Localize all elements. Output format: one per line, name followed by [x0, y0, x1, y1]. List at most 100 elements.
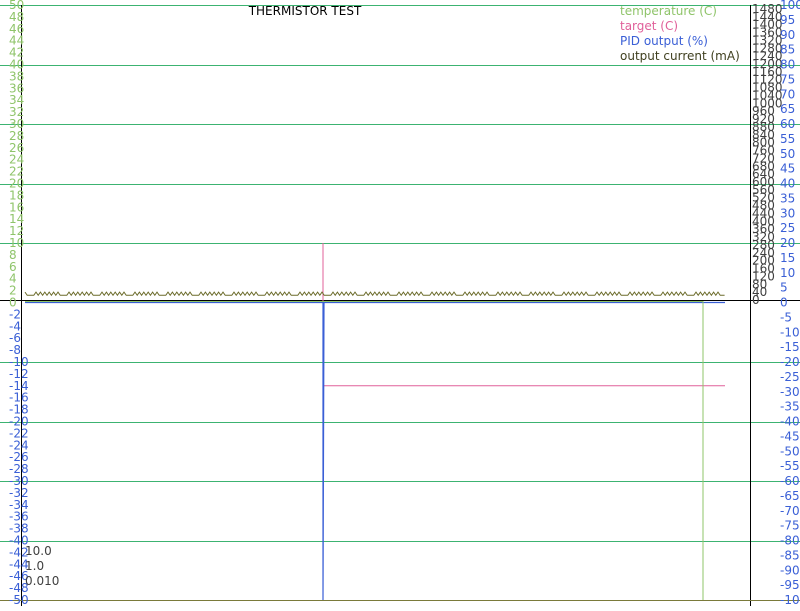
pid-tick-60: 60	[780, 117, 795, 131]
left-tick-24: 24	[9, 153, 24, 167]
left-tick--28: -28	[9, 462, 29, 476]
pid-tick-40: 40	[780, 177, 795, 191]
left-tick-40: 40	[9, 58, 24, 72]
current-tick-760: 760	[752, 144, 775, 158]
left-tick-0: 0	[9, 296, 17, 310]
left-tick--48: -48	[9, 581, 29, 595]
current-tick-120: 120	[752, 269, 775, 283]
pid-tick--20: -20	[780, 355, 800, 369]
left-tick--34: -34	[9, 498, 29, 512]
current-tick-320: 320	[752, 230, 775, 244]
current-tick-1280: 1280	[752, 41, 783, 55]
series-temperature	[25, 301, 704, 600]
legend: temperature (C) target (C) PID output (%…	[620, 4, 740, 63]
pid-tick--50: -50	[780, 444, 800, 458]
pid-tick-30: 30	[780, 206, 795, 220]
series-target	[25, 243, 725, 387]
gridlines	[0, 5, 800, 542]
left-tick-38: 38	[9, 69, 24, 83]
left-tick-18: 18	[9, 188, 24, 202]
current-tick-560: 560	[752, 183, 775, 197]
left-tick--50: -50	[9, 593, 29, 607]
pid-parameters: 10.0 1.0 0.010	[25, 544, 59, 588]
left-tick-22: 22	[9, 165, 24, 179]
pid-tick-80: 80	[780, 58, 795, 72]
left-tick-10: 10	[9, 236, 24, 250]
series-pid-output	[25, 301, 725, 601]
current-axis-ticks: 1480144014001360132012801240120011601120…	[752, 2, 783, 307]
pid-tick--65: -65	[780, 489, 800, 503]
left-tick--46: -46	[9, 569, 29, 583]
left-tick--22: -22	[9, 426, 29, 440]
pid-tick--70: -70	[780, 504, 800, 518]
pid-tick-5: 5	[780, 281, 788, 295]
left-tick-46: 46	[9, 22, 24, 36]
pid-tick--10: -10	[780, 325, 800, 339]
left-tick--20: -20	[9, 415, 29, 429]
left-tick--44: -44	[9, 557, 29, 571]
pid-tick-75: 75	[780, 72, 795, 86]
current-tick-1480: 1480	[752, 2, 783, 16]
current-tick-240: 240	[752, 246, 775, 260]
chart-title: THERMISTOR TEST	[248, 4, 362, 18]
left-tick-36: 36	[9, 81, 24, 95]
pid-tick--100: -100	[780, 593, 800, 607]
pid-tick-55: 55	[780, 132, 795, 146]
pid-tick-65: 65	[780, 102, 795, 116]
pid-tick--15: -15	[780, 340, 800, 354]
pid-tick--95: -95	[780, 578, 800, 592]
current-tick-920: 920	[752, 112, 775, 126]
pid-tick-20: 20	[780, 236, 795, 250]
pid-tick-45: 45	[780, 162, 795, 176]
left-tick-50: 50	[9, 0, 24, 12]
current-tick-1120: 1120	[752, 73, 783, 87]
current-tick-80: 80	[752, 277, 767, 291]
current-tick-1160: 1160	[752, 65, 783, 79]
left-tick-48: 48	[9, 10, 24, 24]
current-tick-1360: 1360	[752, 26, 783, 40]
left-tick-32: 32	[9, 105, 24, 119]
pid-tick-0: 0	[780, 296, 788, 310]
pid-tick--35: -35	[780, 400, 800, 414]
pid-tick-70: 70	[780, 87, 795, 101]
current-tick-840: 840	[752, 128, 775, 142]
left-tick-12: 12	[9, 224, 24, 238]
legend-output-current: output current (mA)	[620, 49, 740, 63]
pid-tick-95: 95	[780, 13, 795, 27]
pid-tick--85: -85	[780, 548, 800, 562]
current-tick-1200: 1200	[752, 57, 783, 71]
left-tick--16: -16	[9, 391, 29, 405]
param-d: 0.010	[25, 574, 59, 588]
left-tick--2: -2	[9, 307, 21, 321]
current-tick-400: 400	[752, 214, 775, 228]
current-tick-1440: 1440	[752, 10, 783, 24]
pid-tick--5: -5	[780, 310, 792, 324]
left-tick--6: -6	[9, 331, 21, 345]
current-tick-680: 680	[752, 159, 775, 173]
left-tick--40: -40	[9, 534, 29, 548]
left-tick--12: -12	[9, 367, 29, 381]
left-tick-16: 16	[9, 200, 24, 214]
current-tick-520: 520	[752, 191, 775, 205]
left-tick-14: 14	[9, 212, 24, 226]
current-tick-1000: 1000	[752, 96, 783, 110]
pid-tick--45: -45	[780, 429, 800, 443]
current-tick-960: 960	[752, 104, 775, 118]
pid-tick-100: 100	[780, 0, 800, 12]
current-tick-440: 440	[752, 206, 775, 220]
left-tick-6: 6	[9, 260, 17, 274]
current-tick-160: 160	[752, 262, 775, 276]
current-tick-200: 200	[752, 254, 775, 268]
left-tick-2: 2	[9, 284, 17, 298]
current-tick-880: 880	[752, 120, 775, 134]
left-tick--4: -4	[9, 319, 21, 333]
left-tick--42: -42	[9, 545, 29, 559]
pid-tick-50: 50	[780, 147, 795, 161]
left-tick--36: -36	[9, 510, 29, 524]
pid-tick-25: 25	[780, 221, 795, 235]
left-tick--18: -18	[9, 403, 29, 417]
left-tick--10: -10	[9, 355, 29, 369]
left-tick-20: 20	[9, 177, 24, 191]
param-i: 1.0	[25, 559, 44, 573]
left-axis-ticks: 5048464442403836343230282624222018161412…	[9, 0, 29, 607]
